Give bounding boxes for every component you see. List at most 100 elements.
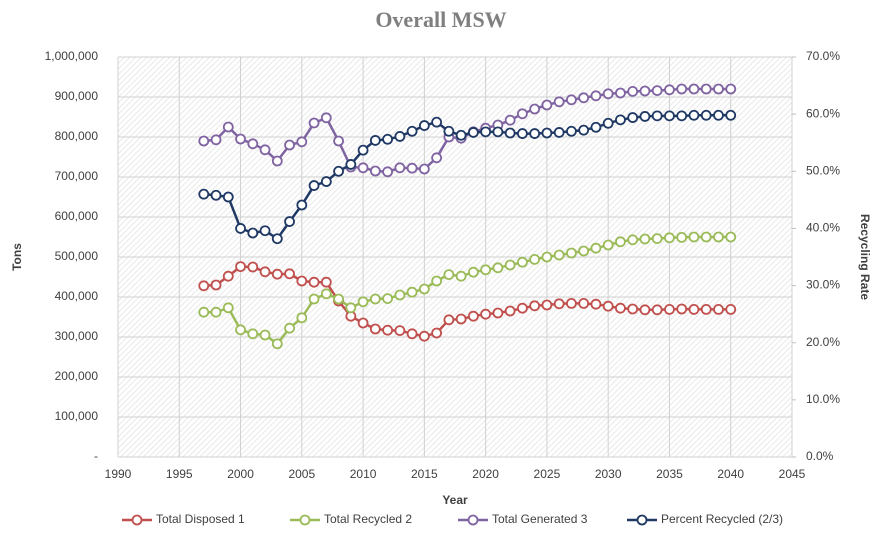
data-point [406, 125, 418, 137]
data-point [541, 299, 553, 311]
data-point [431, 275, 443, 287]
data-point [418, 163, 430, 175]
data-point [259, 225, 271, 237]
data-point [333, 293, 344, 305]
data-point [320, 112, 332, 124]
y-axis-label: Tons [10, 243, 24, 271]
y-tick-label: 600,000 [55, 209, 99, 223]
data-point [480, 264, 492, 276]
data-point [284, 216, 295, 227]
data-point [443, 269, 455, 281]
data-point [259, 329, 271, 341]
data-point [529, 300, 541, 312]
data-point [247, 261, 259, 273]
x-tick-label: 2045 [779, 467, 806, 481]
data-point [357, 162, 369, 174]
data-point [664, 84, 675, 96]
legend-label: Percent Recycled (2/3) [661, 512, 783, 526]
data-point [566, 247, 577, 259]
legend-label: Total Disposed 1 [156, 512, 245, 526]
data-point [210, 134, 222, 146]
data-point [676, 231, 688, 243]
x-tick-label: 2015 [411, 467, 438, 481]
data-point [664, 303, 675, 315]
data-point [566, 125, 577, 137]
legend-marker [299, 514, 311, 526]
data-point [578, 245, 590, 257]
y-tick-label: 400,000 [55, 289, 99, 303]
y-tick-label: 100,000 [55, 409, 99, 423]
y2-tick-label: 60.0% [806, 106, 840, 120]
data-point [615, 302, 626, 314]
data-point [615, 87, 626, 99]
x-tick-label: 2040 [717, 467, 744, 481]
data-point [467, 127, 479, 138]
data-point [382, 133, 394, 145]
data-point [320, 288, 332, 300]
data-point [418, 283, 430, 295]
data-point [296, 199, 308, 211]
data-point [688, 109, 700, 121]
data-point [651, 110, 663, 122]
chart-title: Overall MSW [375, 7, 506, 32]
data-point [247, 328, 259, 340]
data-point [725, 83, 737, 95]
data-point [651, 85, 663, 96]
data-point [700, 231, 712, 243]
data-point [590, 90, 602, 102]
y-tick-label: 200,000 [55, 369, 99, 383]
data-point [688, 303, 700, 315]
y-tick-label: 1,000,000 [45, 49, 99, 63]
data-point [382, 324, 394, 336]
data-point [333, 165, 344, 177]
data-point [725, 231, 737, 243]
data-point [198, 135, 210, 147]
data-point [541, 99, 553, 111]
data-point [590, 298, 602, 310]
y2-tick-label: 10.0% [806, 392, 840, 406]
data-point [504, 127, 516, 139]
data-point [480, 126, 492, 138]
data-point [235, 324, 246, 336]
data-point [296, 275, 308, 287]
data-point [713, 83, 724, 95]
data-point [345, 159, 357, 170]
y2-tick-label: 70.0% [806, 49, 840, 63]
data-point [198, 280, 210, 292]
data-point [308, 117, 320, 129]
data-point [222, 270, 234, 282]
data-point [406, 162, 418, 174]
data-point [443, 125, 455, 137]
y2-tick-label: 0.0% [806, 449, 834, 463]
data-point [541, 251, 553, 263]
data-point [210, 306, 222, 318]
data-point [713, 109, 724, 121]
legend-marker [636, 514, 648, 526]
data-point [627, 303, 639, 315]
y-tick-label: 700,000 [55, 169, 99, 183]
x-axis-label: Year [442, 493, 468, 507]
data-point [345, 302, 357, 314]
data-point [271, 155, 283, 167]
data-point [639, 233, 651, 245]
data-point [688, 83, 700, 95]
data-point [198, 188, 210, 200]
data-point [296, 136, 308, 148]
data-point [357, 144, 369, 156]
data-point [443, 314, 455, 326]
data-point [517, 302, 528, 314]
data-point [627, 86, 639, 97]
data-point [406, 286, 418, 298]
data-point [676, 110, 688, 122]
data-point [431, 152, 443, 164]
x-tick-label: 1990 [105, 467, 132, 481]
data-point [271, 268, 283, 280]
data-point [713, 231, 724, 243]
data-point [467, 266, 479, 278]
data-point [406, 328, 418, 340]
data-point [235, 133, 246, 145]
data-point [639, 85, 651, 97]
data-point [222, 121, 234, 133]
data-point [504, 114, 516, 126]
